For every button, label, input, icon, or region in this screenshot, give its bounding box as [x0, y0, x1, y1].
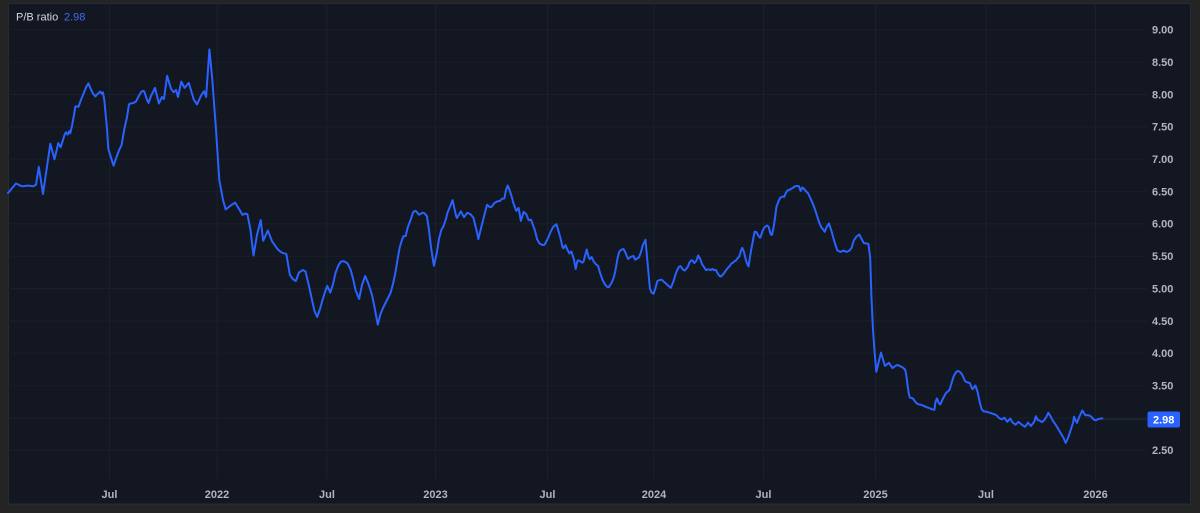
svg-text:2022: 2022 — [205, 489, 229, 501]
svg-text:6.00: 6.00 — [1152, 219, 1173, 231]
svg-text:2.98: 2.98 — [64, 12, 85, 24]
svg-text:2025: 2025 — [863, 489, 887, 501]
svg-text:9.00: 9.00 — [1152, 25, 1173, 37]
svg-text:Jul: Jul — [319, 489, 335, 501]
svg-text:Jul: Jul — [978, 489, 994, 501]
svg-text:4.00: 4.00 — [1152, 348, 1173, 360]
svg-text:P/B ratio: P/B ratio — [16, 12, 58, 24]
svg-text:4.50: 4.50 — [1152, 316, 1173, 328]
svg-text:7.50: 7.50 — [1152, 122, 1173, 134]
svg-text:5.00: 5.00 — [1152, 283, 1173, 295]
svg-text:8.00: 8.00 — [1152, 89, 1173, 101]
svg-text:2.98: 2.98 — [1153, 414, 1174, 426]
svg-text:8.50: 8.50 — [1152, 57, 1173, 69]
svg-text:3.50: 3.50 — [1152, 381, 1173, 393]
svg-text:7.00: 7.00 — [1152, 154, 1173, 166]
svg-text:5.50: 5.50 — [1152, 251, 1173, 263]
svg-text:2024: 2024 — [642, 489, 667, 501]
svg-text:6.50: 6.50 — [1152, 186, 1173, 198]
svg-text:Jul: Jul — [756, 489, 772, 501]
svg-text:2023: 2023 — [423, 489, 447, 501]
svg-text:2026: 2026 — [1083, 489, 1107, 501]
svg-text:2.50: 2.50 — [1152, 445, 1173, 457]
svg-text:Jul: Jul — [540, 489, 556, 501]
svg-text:Jul: Jul — [102, 489, 118, 501]
